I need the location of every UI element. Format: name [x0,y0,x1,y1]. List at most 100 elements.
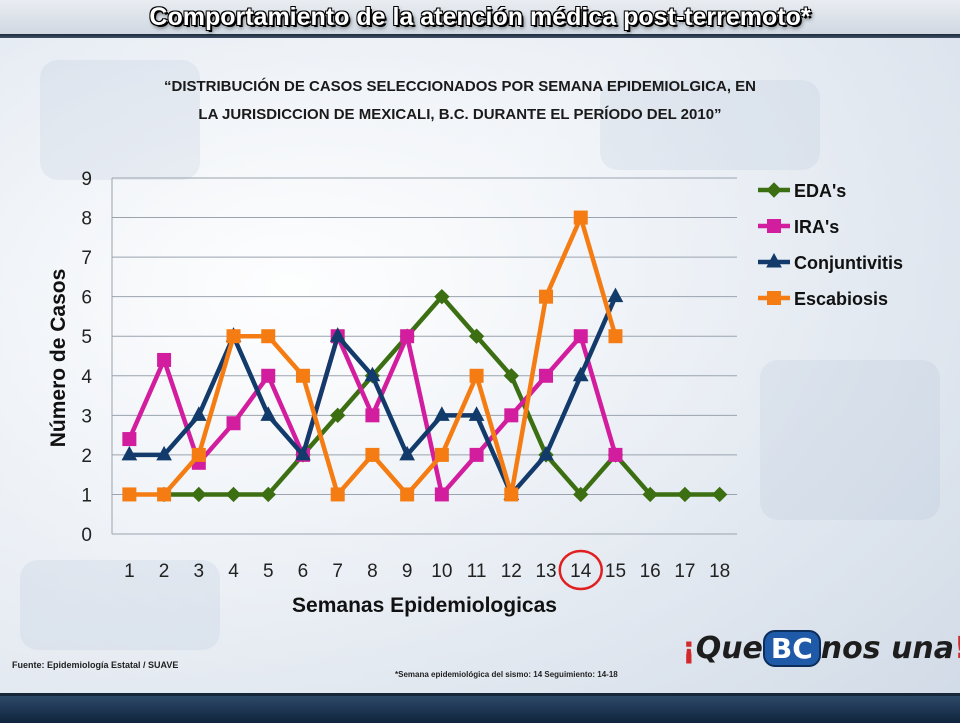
x-tick-label-9: 9 [402,561,413,582]
point-conjuntivitis-week-1 [121,445,138,461]
point-ira-s-week-4 [226,416,241,431]
background-tile [40,60,200,180]
x-tick-label-14: 14 [570,561,592,582]
y-tick-label-8: 8 [81,209,92,230]
series-line-eda-s [164,294,720,497]
x-tick-label-3: 3 [194,561,205,582]
point-escabiosis-week-7 [330,487,345,502]
point-ira-s-week-13 [539,368,554,383]
background-tile [600,80,820,170]
point-escabiosis-week-5 [261,329,276,344]
point-ira-s-week-8 [365,408,380,423]
point-conjuntivitis-week-14 [572,366,589,382]
point-escabiosis-week-11 [469,368,484,383]
x-tick-label-5: 5 [263,561,274,582]
x-tick-label-15: 15 [605,561,626,582]
point-escabiosis-week-4 [226,329,241,344]
y-tick-label-9: 9 [81,169,92,190]
x-tick-label-16: 16 [640,561,661,582]
y-tick-label-3: 3 [81,406,92,427]
point-eda-s-week-16 [642,486,658,503]
point-eda-s-week-10 [434,288,450,305]
legend-label-conjuntivitis: Conjuntivitis [794,253,903,273]
legend-marker-eda-s [766,182,782,198]
point-conjuntivitis-week-2 [156,445,172,461]
point-conjuntivitis-week-5 [260,406,277,421]
point-conjuntivitis-week-8 [364,366,381,382]
source-note: Fuente: Epidemiología Estatal / SUAVE [12,660,179,670]
highlight-circle-week-14 [558,549,603,591]
point-conjuntivitis-week-11 [468,406,485,421]
point-ira-s-week-14 [573,329,588,344]
footer-bar [0,693,960,723]
point-conjuntivitis-week-6 [295,445,311,461]
title-bar [0,0,960,36]
y-tick-label-2: 2 [81,446,92,467]
x-tick-label-8: 8 [367,561,378,582]
point-eda-s-week-5 [260,486,276,503]
point-ira-s-week-2 [157,352,172,367]
y-tick-label-6: 6 [81,288,92,309]
title-underline [0,34,960,38]
point-conjuntivitis-week-13 [538,445,554,461]
x-tick-label-13: 13 [535,561,556,582]
point-eda-s-week-3 [191,486,207,503]
x-tick-label-4: 4 [228,561,239,582]
background-tile [760,360,940,520]
point-escabiosis-week-1 [122,487,137,502]
x-tick-label-12: 12 [501,561,522,582]
point-escabiosis-week-15 [608,329,623,344]
point-ira-s-week-5 [261,368,276,383]
x-tick-label-11: 11 [467,561,487,582]
point-escabiosis-week-14 [573,210,588,225]
point-ira-s-week-1 [122,432,137,447]
point-conjuntivitis-week-3 [190,406,207,421]
x-tick-label-2: 2 [159,561,170,582]
point-conjuntivitis-week-15 [607,287,624,303]
point-ira-s-week-15 [608,447,623,462]
y-tick-label-7: 7 [81,248,92,269]
point-eda-s-week-7 [329,407,346,424]
footnote: *Semana epidemiológica del sismo: 14 Seg… [395,670,618,679]
point-escabiosis-week-6 [295,368,310,383]
legend-marker-escabiosis [767,291,781,305]
legend-marker-ira-s [767,219,781,233]
point-eda-s-week-18 [711,486,728,503]
x-tick-label-18: 18 [709,561,730,582]
legend-label-escabiosis: Escabiosis [794,289,888,309]
point-escabiosis-week-13 [539,289,554,304]
chart-subtitle-line-2: LA JURISDICCION DE MEXICALI, B.C. DURANT… [198,106,722,123]
point-ira-s-week-12 [504,408,519,423]
y-tick-label-0: 0 [81,525,92,546]
legend-marker-conjuntivitis [766,252,782,268]
x-tick-label-6: 6 [298,561,309,582]
point-conjuntivitis-week-7 [329,327,346,342]
chart-subtitle-line-1: “DISTRIBUCIÓN DE CASOS SELECCIONADOS POR… [164,78,756,95]
point-eda-s-week-4 [225,486,242,503]
point-eda-s-week-11 [468,328,485,344]
slide-title: Comportamiento de la atención médica pos… [149,3,811,31]
point-eda-s-week-17 [677,486,693,503]
x-tick-label-1: 1 [124,561,135,582]
background-tile [20,560,220,650]
legend-label-eda-s: EDA's [794,181,846,201]
point-ira-s-week-10 [434,487,449,502]
y-tick-label-4: 4 [81,367,92,388]
x-axis-title: Semanas Epidemiologicas [292,594,557,617]
x-tick-label-17: 17 [674,561,695,582]
point-conjuntivitis-week-10 [434,406,450,421]
y-tick-label-1: 1 [81,485,92,506]
point-escabiosis-week-9 [400,487,415,502]
point-escabiosis-week-12 [504,487,519,502]
point-escabiosis-week-2 [157,487,172,502]
y-tick-label-5: 5 [81,327,92,348]
point-escabiosis-week-10 [434,447,449,462]
y-axis-title: Número de Casos [47,269,70,448]
point-escabiosis-week-3 [191,447,206,462]
x-tick-label-10: 10 [431,561,452,582]
point-ira-s-week-9 [400,329,415,344]
x-tick-label-7: 7 [332,561,343,582]
legend-label-ira-s: IRA's [794,217,839,237]
